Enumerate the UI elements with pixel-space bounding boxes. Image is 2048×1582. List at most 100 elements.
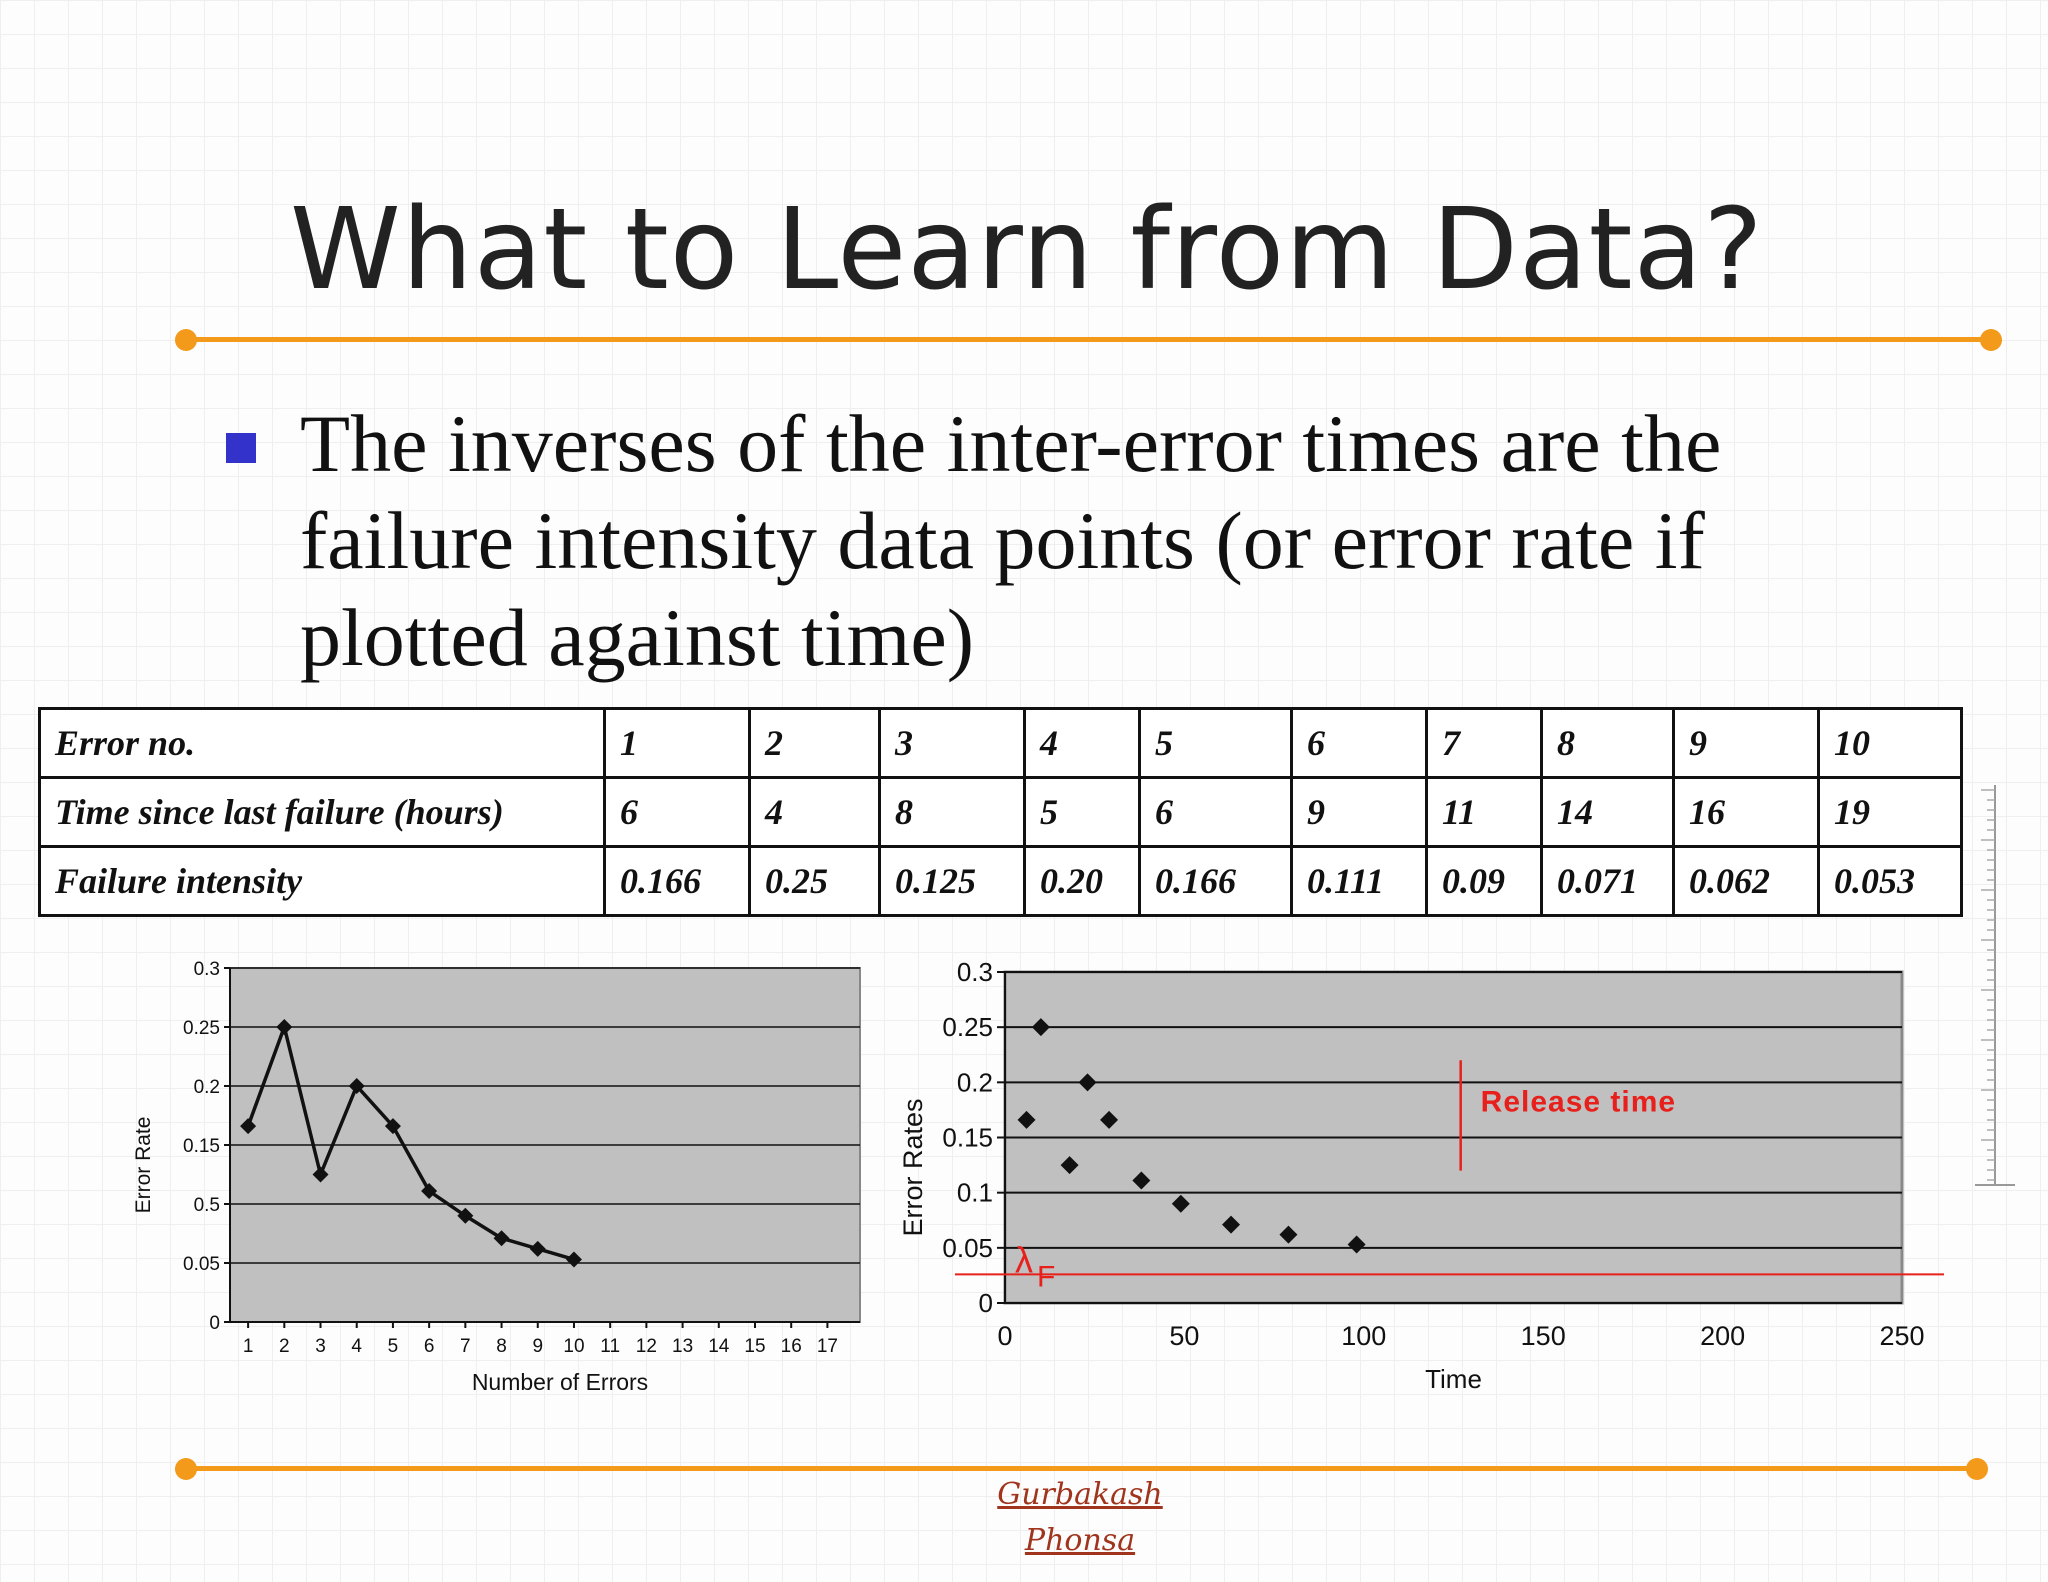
table-cell: 9 (1672, 707, 1820, 779)
x-axis-label: Number of Errors (472, 1369, 648, 1395)
data-point (1222, 1215, 1241, 1234)
data-point (1100, 1110, 1119, 1129)
table-cell: 19 (1817, 776, 1963, 848)
footer-rule (186, 1466, 1978, 1471)
x-axis-label: Time (1425, 1364, 1482, 1394)
table-cell: 14 (1540, 776, 1675, 848)
y-tick-label: 0 (979, 1288, 993, 1318)
x-tick-label: 1 (243, 1336, 254, 1357)
x-tick-label: 150 (1521, 1321, 1566, 1351)
data-point (493, 1230, 510, 1247)
y-axis-label: Error Rate (132, 1117, 155, 1214)
table-cell: 0.09 (1425, 845, 1543, 917)
x-tick-label: 0 (997, 1321, 1012, 1351)
x-tick-label: 16 (781, 1336, 802, 1357)
x-tick-label: 12 (636, 1336, 657, 1357)
y-tick-label: 0.2 (194, 1077, 220, 1098)
table-row: Time since last failure (hours) 6 4 8 5 6 9 11 1… (38, 776, 1963, 848)
bullet-text: The inverses of the inter-error times ar… (300, 398, 1722, 683)
y-tick-label: 0.15 (183, 1136, 220, 1157)
data-point (1031, 1018, 1050, 1037)
table-cell: 4 (748, 776, 881, 848)
row-label: Failure intensity (38, 845, 606, 917)
x-tick-label: 17 (817, 1336, 838, 1357)
x-tick-label: 5 (388, 1336, 399, 1357)
table-cell: 10 (1817, 707, 1963, 779)
y-tick-label: 0.25 (183, 1018, 220, 1039)
y-tick-label: 0.2 (957, 1067, 993, 1097)
x-tick-label: 6 (424, 1336, 435, 1357)
table-cell: 2 (748, 707, 881, 779)
y-tick-label: 0 (209, 1313, 220, 1334)
title-rule-dot-right (1980, 329, 2002, 351)
table-cell: 6 (603, 776, 751, 848)
table-cell: 16 (1672, 776, 1820, 848)
table-cell: 1 (603, 707, 751, 779)
y-tick-label: 0.15 (942, 1123, 993, 1153)
x-tick-label: 14 (708, 1336, 730, 1357)
title-rule (186, 337, 1992, 342)
table-cell: 0.062 (1672, 845, 1820, 917)
data-point (1347, 1235, 1366, 1254)
table-cell: 8 (878, 776, 1026, 848)
data-point (276, 1019, 293, 1035)
data-point (1279, 1225, 1298, 1244)
table-cell: 0.071 (1540, 845, 1675, 917)
x-tick-label: 15 (744, 1336, 765, 1357)
table-cell: 0.111 (1290, 845, 1428, 917)
data-point (348, 1078, 365, 1094)
lambda-subscript: F (1037, 1260, 1055, 1293)
data-point (421, 1183, 438, 1200)
y-tick-label: 0.05 (942, 1233, 993, 1263)
x-tick-label: 10 (563, 1336, 584, 1357)
y-tick-label: 0.5 (194, 1195, 220, 1216)
table-cell: 11 (1425, 776, 1543, 848)
data-point (240, 1118, 257, 1135)
table-cell: 5 (1138, 707, 1293, 779)
table-cell: 5 (1023, 776, 1141, 848)
table-cell: 4 (1023, 707, 1141, 779)
table-cell: 8 (1540, 707, 1675, 779)
x-tick-label: 13 (672, 1336, 693, 1357)
x-tick-label: 11 (600, 1336, 620, 1357)
y-tick-label: 0.05 (183, 1254, 220, 1275)
data-point (565, 1251, 582, 1268)
signature-line-1: Gurbakash (997, 1477, 1163, 1512)
table-cell: 0.053 (1817, 845, 1963, 917)
table-cell: 0.125 (878, 845, 1026, 917)
data-point (457, 1207, 474, 1224)
table-cell: 7 (1425, 707, 1543, 779)
slide-title: What to Learn from Data? (290, 185, 1764, 315)
bullet-marker (226, 433, 256, 463)
x-tick-label: 50 (1169, 1321, 1199, 1351)
y-tick-label: 0.3 (957, 957, 993, 987)
data-point (1132, 1171, 1151, 1190)
release-time-label: Release time (1481, 1085, 1676, 1118)
row-label: Time since last failure (hours) (38, 776, 606, 848)
ruler-decoration (1975, 785, 2015, 1186)
table-row: Error no. 1 2 3 4 5 6 7 8 9 10 (38, 707, 1963, 779)
y-tick-label: 0.25 (942, 1012, 993, 1042)
y-tick-label: 0.1 (957, 1178, 993, 1208)
x-tick-label: 7 (460, 1336, 471, 1357)
table-cell: 0.20 (1023, 845, 1141, 917)
data-point (1017, 1110, 1036, 1129)
x-tick-label: 100 (1341, 1321, 1386, 1351)
data-point (529, 1240, 546, 1257)
data-point (312, 1166, 329, 1183)
footer-rule-dot-left (175, 1458, 197, 1480)
table-row: Failure intensity 0.166 0.25 0.125 0.20 0.166… (38, 845, 1963, 917)
data-point (384, 1118, 401, 1135)
table-cell: 6 (1290, 707, 1428, 779)
lambda-symbol: λ (1015, 1239, 1033, 1280)
author-signature: Gurbakash Phonsa (990, 1472, 1170, 1564)
title-rule-dot-left (175, 329, 197, 351)
series-line (246, 1020, 575, 1262)
error-rate-line-chart: 00.050.50.150.20.250.31 2 3 4 5 6 7 8 9 10 11 12 13 1… (132, 959, 861, 1395)
x-tick-label: 250 (1879, 1321, 1924, 1351)
x-tick-label: 200 (1700, 1321, 1745, 1351)
data-point (1078, 1073, 1097, 1092)
y-tick-label: 0.3 (194, 959, 220, 980)
table-cell: 6 (1138, 776, 1293, 848)
x-tick-label: 8 (496, 1336, 507, 1357)
